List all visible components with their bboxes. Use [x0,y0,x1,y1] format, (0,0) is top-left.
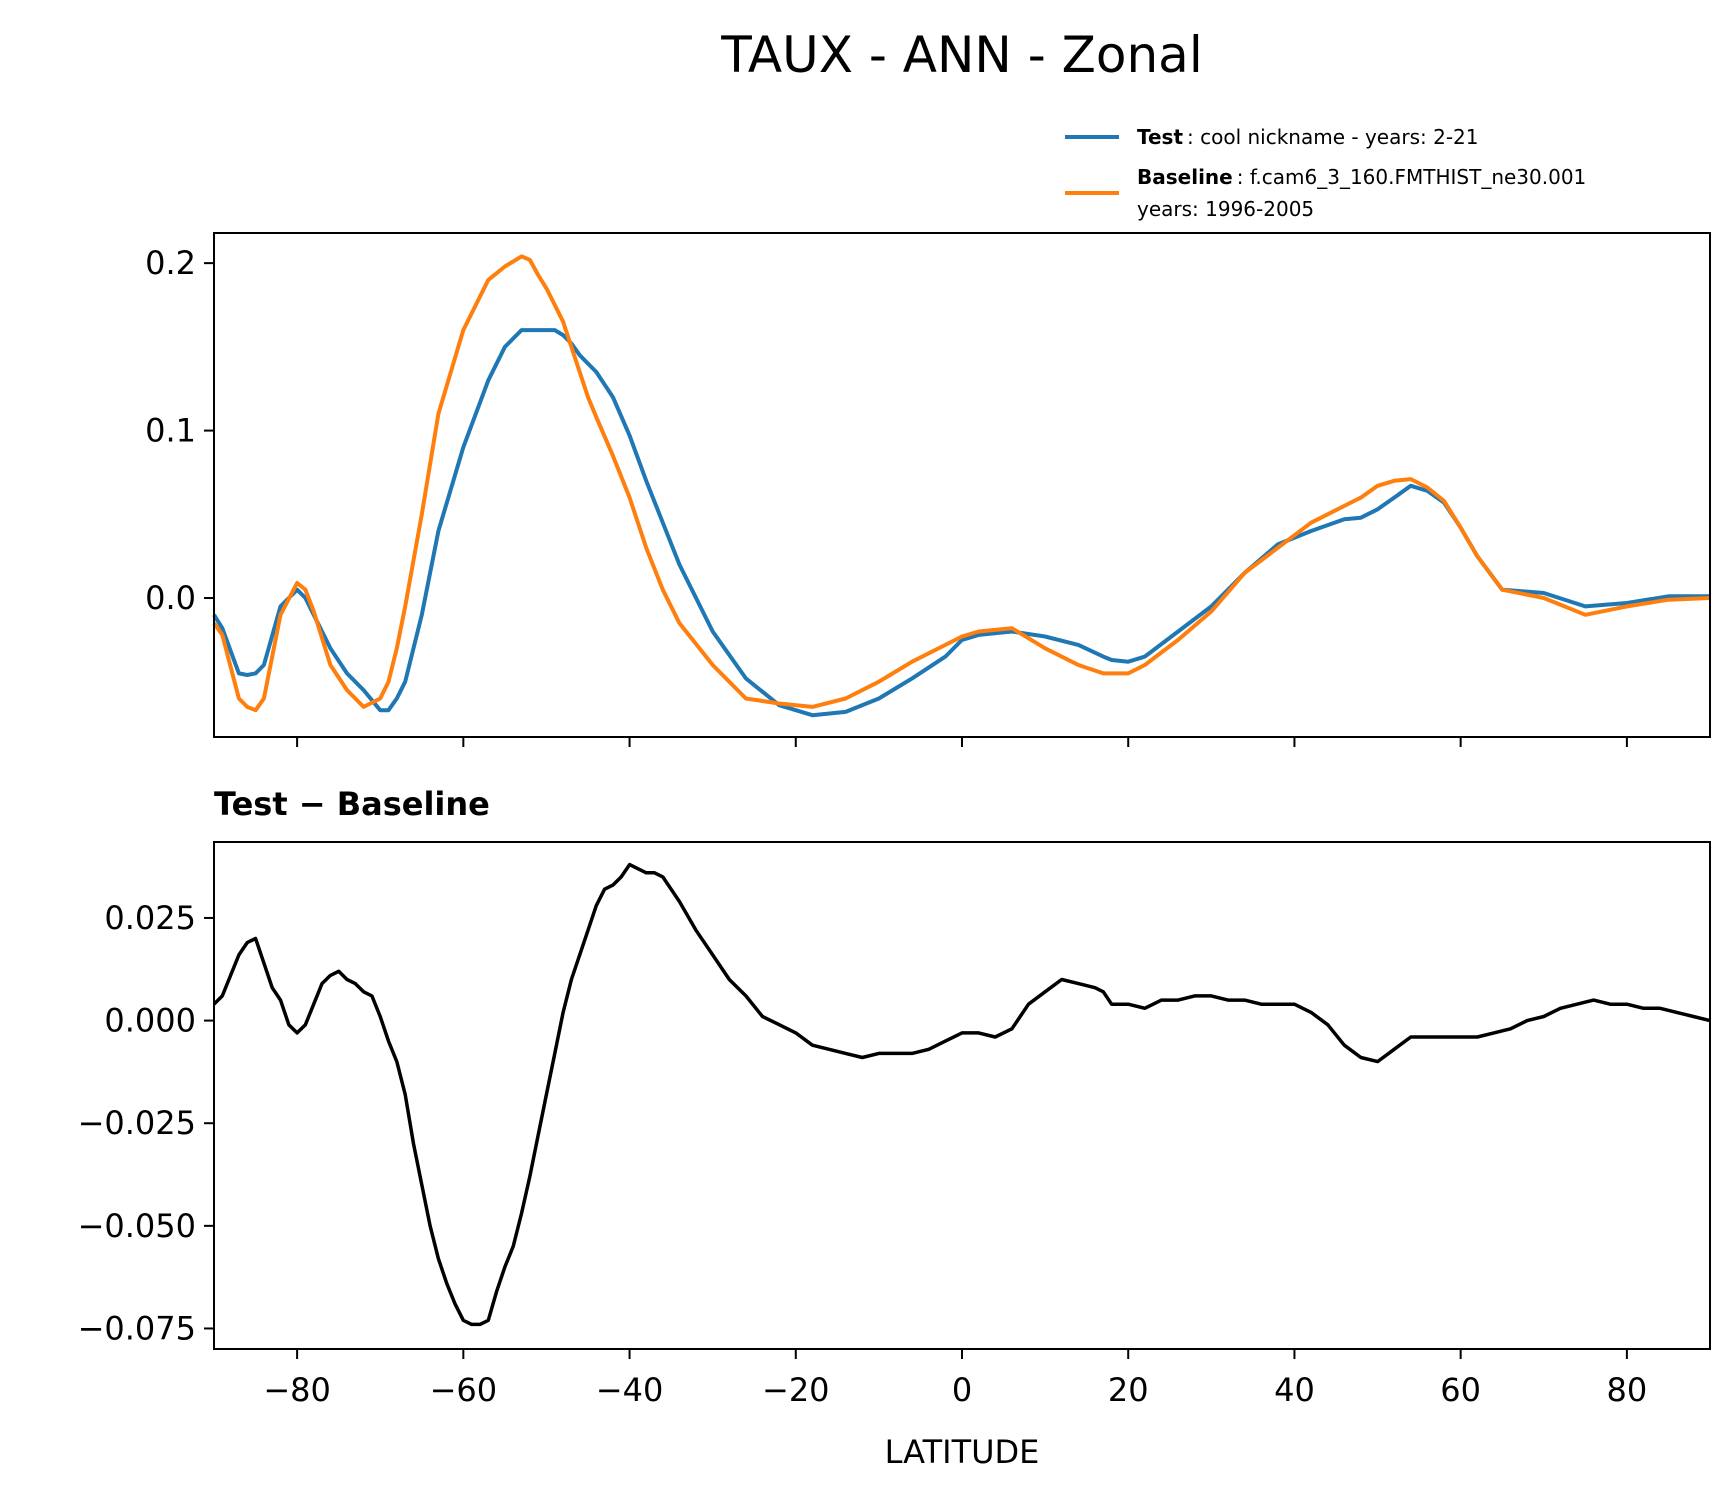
y-tick-label: −0.075 [78,1309,196,1347]
series-line-test-baseline [212,862,1711,1327]
bottom-axes-series [212,862,1711,1327]
y-tick-label: 0.0 [145,579,196,617]
x-tick-label: 20 [1108,1371,1149,1409]
y-tick-label: 0.1 [145,412,196,450]
series-line-test [212,328,1710,718]
x-tick-label: −40 [596,1371,664,1409]
bottom-axes-frame [213,841,1711,1350]
y-tick-label: 0.2 [145,244,196,282]
y-tick-label: 0.000 [104,1002,196,1040]
y-tick-label: −0.025 [78,1104,196,1142]
x-tick-label: −20 [762,1371,830,1409]
x-tick-label: 40 [1274,1371,1315,1409]
x-tick-label: 0 [952,1371,972,1409]
bottom-axes: −80 −60 −40 −20 0 20 40 60 80 −0.075 −0.050 −0.025 0… [78,841,1711,1409]
x-axis-label: LATITUDE [885,1433,1040,1471]
subplot-title: Test − Baseline [214,785,490,823]
legend-test-label: Test: cool nickname - years: 2-21 [1137,125,1478,149]
legend-baseline-desc: : f.cam6_3_160.FMTHIST_ne30.001 [1237,165,1587,189]
x-tick-label: −60 [430,1371,498,1409]
legend-baseline-years: years: 1996-2005 [1137,197,1314,221]
legend: Test: cool nickname - years: 2-21 Baseli… [1065,125,1586,221]
x-tick-label: −80 [263,1371,331,1409]
legend-baseline-name: Baseline [1137,165,1233,189]
bottom-axes-ticks: −80 −60 −40 −20 0 20 40 60 80 −0.075 −0.050 −0.025 0… [78,899,1648,1409]
top-axes-series [212,254,1711,718]
series-line-baseline [212,254,1711,713]
y-tick-label: −0.050 [78,1207,196,1245]
figure-title: TAUX - ANN - Zonal [720,26,1202,84]
top-axes-frame [213,232,1711,738]
legend-baseline-label: Baseline: f.cam6_3_160.FMTHIST_ne30.001 [1137,165,1586,189]
y-tick-label: 0.025 [104,899,196,937]
legend-test-name: Test [1137,125,1183,149]
legend-test-desc: : cool nickname - years: 2-21 [1187,125,1478,149]
x-tick-label: 80 [1607,1371,1648,1409]
top-axes-ticks: 0.0 0.1 0.2 [145,244,1628,747]
x-tick-label: 60 [1440,1371,1481,1409]
top-axes: 0.0 0.1 0.2 [145,232,1711,747]
